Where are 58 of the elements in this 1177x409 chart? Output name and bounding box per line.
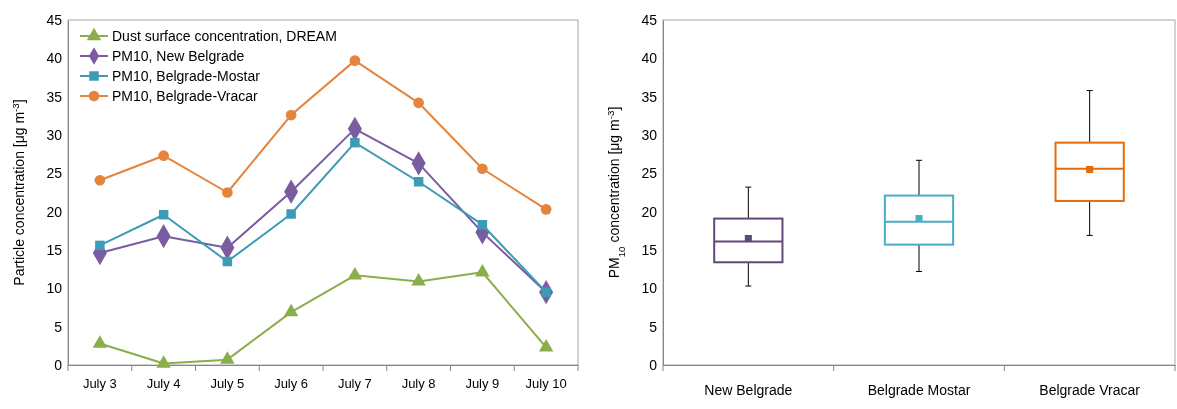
- point: [94, 174, 106, 186]
- y-tick-label: 5: [649, 318, 658, 335]
- y-tick-label: 45: [46, 11, 63, 28]
- point: [156, 355, 171, 368]
- point: [477, 163, 488, 175]
- point: [158, 150, 169, 162]
- point: [285, 109, 297, 121]
- y-tick-label: 20: [641, 203, 658, 220]
- y-tick-label: 5: [54, 318, 63, 335]
- point: [222, 256, 233, 267]
- legend-label: PM10, New Belgrade: [112, 47, 245, 64]
- y-tick-label: 10: [46, 280, 63, 297]
- point: [92, 335, 108, 348]
- y-tick-label: 10: [641, 280, 658, 297]
- point: [349, 55, 361, 66]
- point: [158, 209, 169, 220]
- point: [411, 273, 426, 286]
- y-tick-label: 45: [641, 11, 658, 28]
- point: [220, 351, 235, 364]
- x-tick-label: July 3: [82, 376, 117, 392]
- x-tick-label: July 5: [210, 376, 245, 392]
- point: [538, 339, 554, 352]
- point: [283, 303, 299, 317]
- x-tick-label: Belgrade Vracar: [1039, 381, 1141, 398]
- point: [350, 137, 360, 148]
- y-tick-label: 35: [46, 88, 63, 105]
- point: [95, 240, 105, 251]
- legend-label: PM10, Belgrade-Mostar: [112, 67, 261, 84]
- x-tick-label: July 9: [465, 376, 500, 392]
- legend-label: PM10, Belgrade-Vracar: [112, 87, 259, 104]
- y-tick-label: 25: [46, 165, 63, 182]
- x-tick-label: July 6: [274, 376, 309, 392]
- x-tick-label: July 7: [337, 376, 372, 392]
- y-tick-label: 15: [46, 241, 63, 258]
- x-tick-label: Belgrade Mostar: [867, 381, 971, 398]
- point: [347, 266, 363, 280]
- x-tick-label: July 8: [401, 376, 436, 392]
- point: [413, 177, 424, 187]
- y-tick-label: 0: [54, 356, 63, 373]
- y-tick-label: 15: [641, 241, 658, 258]
- x-tick-label: July 4: [146, 376, 181, 392]
- y-tick-label: 25: [641, 165, 658, 182]
- point: [540, 204, 552, 215]
- point: [475, 263, 490, 277]
- legend-label: Dust surface concentration, DREAM: [112, 27, 337, 44]
- y-tick-label: 35: [641, 88, 658, 105]
- y-tick-label: 40: [641, 50, 658, 67]
- point: [477, 219, 488, 230]
- point: [286, 209, 296, 219]
- point: [222, 187, 233, 198]
- y-tick-label: 0: [649, 356, 658, 373]
- y-tick-label: 30: [46, 126, 63, 143]
- y-tick-label: 20: [46, 203, 63, 220]
- y-tick-label: 40: [46, 50, 63, 67]
- y-tick-label: 30: [641, 126, 658, 143]
- point: [413, 97, 424, 109]
- x-tick-label: July 10: [525, 376, 567, 392]
- x-tick-label: New Belgrade: [704, 381, 793, 398]
